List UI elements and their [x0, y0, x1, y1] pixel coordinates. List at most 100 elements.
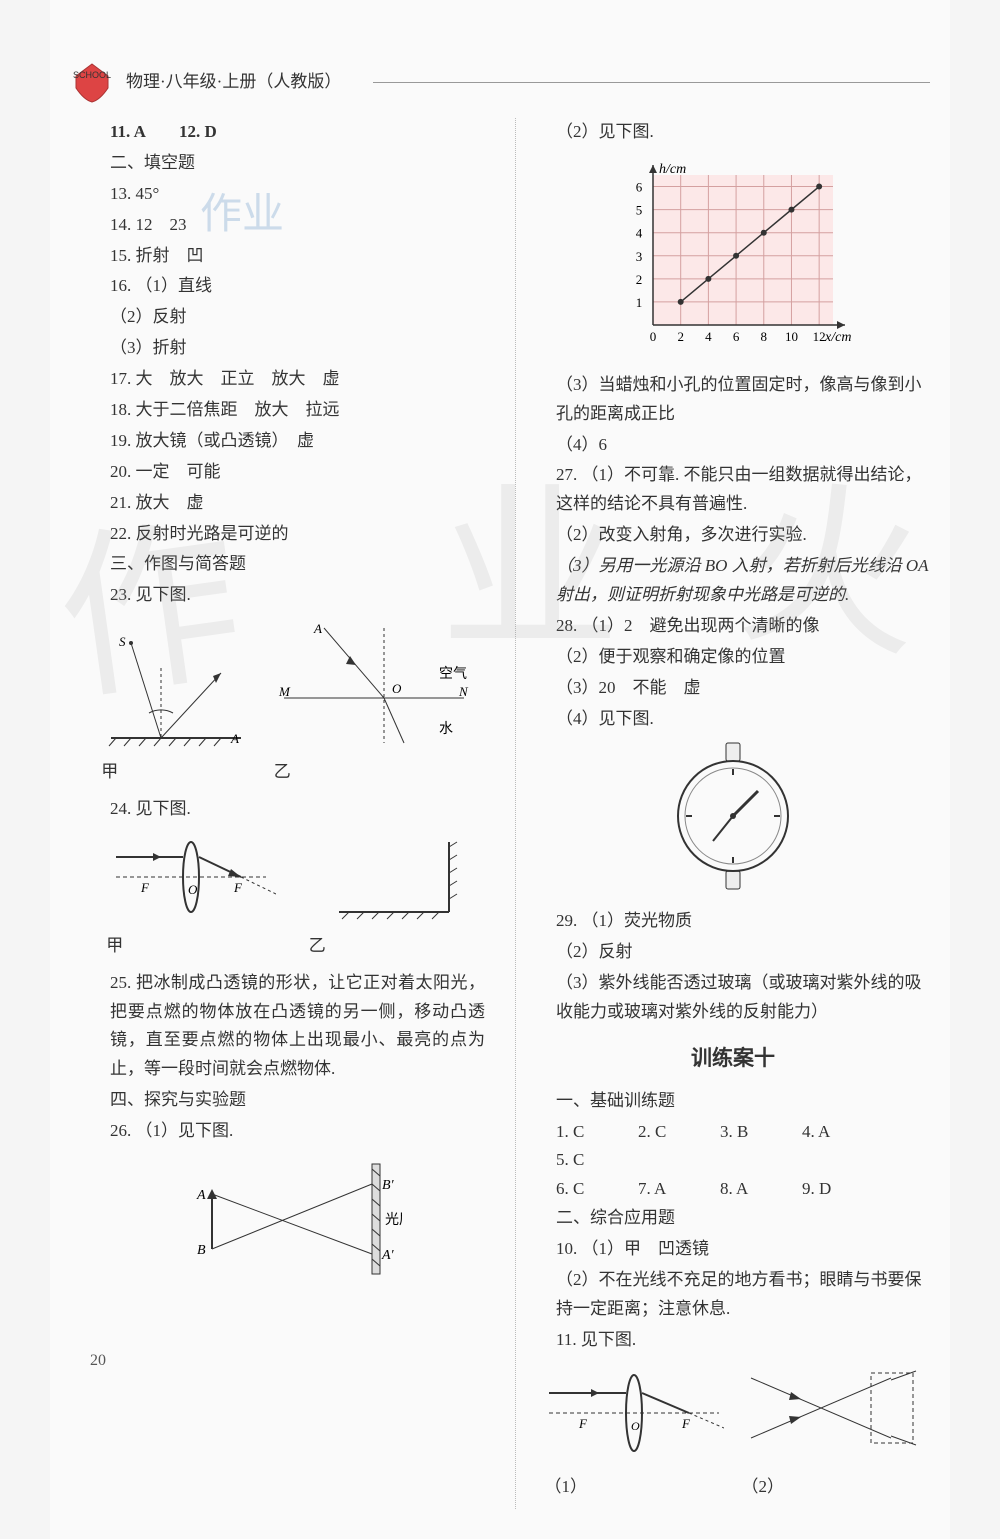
- school-logo-icon: SCHOOL: [70, 60, 114, 104]
- svg-text:3: 3: [636, 249, 643, 264]
- svg-text:2: 2: [677, 329, 684, 344]
- answer-28-4: （4）见下图.: [536, 705, 930, 734]
- answer-15: 15. 折射 凹: [90, 242, 485, 271]
- svg-text:A: A: [313, 621, 322, 636]
- answer-25: 25. 把冰制成凸透镜的形状，让它正对着太阳光，把要点燃的物体放在凸透镜的另一侧…: [90, 969, 485, 1085]
- diagram-24-right: [309, 832, 469, 922]
- answer-24: 24. 见下图.: [90, 795, 485, 824]
- svg-text:空气: 空气: [439, 666, 467, 682]
- ans-8: 8. A: [720, 1175, 802, 1204]
- ans-3: 3. B: [720, 1118, 802, 1147]
- ans-1: 1. C: [556, 1118, 638, 1147]
- svg-text:O: O: [392, 681, 402, 696]
- svg-text:F: F: [578, 1416, 588, 1431]
- diagram-23-left: S A: [101, 618, 251, 748]
- answer-14: 14. 12 23: [90, 211, 485, 240]
- answer-19: 19. 放大镜（或凸透镜） 虚: [90, 427, 485, 456]
- svg-text:5: 5: [636, 203, 643, 218]
- svg-text:A: A: [196, 1188, 206, 1203]
- answer-21: 21. 放大 虚: [90, 489, 485, 518]
- section-draw: 三、作图与简答题: [90, 550, 485, 579]
- ans-2: 2. C: [638, 1118, 720, 1147]
- diagram-24-left: F O F: [106, 832, 276, 922]
- ans-4: 4. A: [802, 1118, 884, 1147]
- answer-29-3: （3）紫外线能否透过玻璃（或玻璃对紫外线的吸收能力或玻璃对紫外线的反射能力）: [536, 969, 930, 1027]
- svg-text:SCHOOL: SCHOOL: [73, 70, 111, 80]
- diagram-24-left-label: 甲: [106, 932, 276, 961]
- svg-text:N: N: [458, 684, 469, 699]
- answer-16-2: （2）反射: [90, 303, 485, 332]
- answer-26-4: （4）6: [536, 431, 930, 460]
- answer-27-1: 27. （1）不可靠. 不能只由一组数据就得出结论，这样的结论不具有普遍性.: [536, 461, 930, 519]
- svg-text:8: 8: [761, 329, 768, 344]
- training-10-title: 训练案十: [536, 1041, 930, 1077]
- svg-text:F: F: [681, 1416, 691, 1431]
- diagram-11-left-label: （1）: [544, 1473, 724, 1502]
- diagram-11-right: [741, 1363, 921, 1463]
- answer-28-3: （3）20 不能 虚: [536, 674, 930, 703]
- answer-18: 18. 大于二倍焦距 放大 拉远: [90, 396, 485, 425]
- section-exp: 四、探究与实验题: [90, 1086, 485, 1115]
- answer-27-2: （2）改变入射角，多次进行实验.: [536, 521, 930, 550]
- answer-17: 17. 大 放大 正立 放大 虚: [90, 365, 485, 394]
- answer-29-2: （2）反射: [536, 938, 930, 967]
- svg-text:M: M: [278, 684, 291, 699]
- svg-text:4: 4: [705, 329, 712, 344]
- diagram-24-right-label: 乙: [309, 932, 469, 961]
- svg-text:h/cm: h/cm: [659, 162, 686, 177]
- section-app: 二、综合应用题: [536, 1204, 930, 1233]
- page-number: 20: [90, 1347, 106, 1374]
- answer-26-1: 26. （1）见下图.: [90, 1117, 485, 1146]
- header-rule: [373, 82, 930, 83]
- ans-5: 5. C: [556, 1146, 638, 1175]
- svg-text:12: 12: [813, 329, 826, 344]
- diagram-23-left-label: 甲: [101, 758, 251, 787]
- page: SCHOOL 物理·八年级·上册（人教版） 11. A 12. D 二、填空题 …: [50, 0, 950, 1539]
- diagram-11: F O F （1）: [536, 1363, 930, 1502]
- svg-text:0: 0: [650, 329, 657, 344]
- svg-text:O: O: [188, 882, 198, 897]
- answer-20: 20. 一定 可能: [90, 458, 485, 487]
- answer-16-3: （3）折射: [90, 334, 485, 363]
- svg-text:4: 4: [636, 226, 643, 241]
- answer-13: 13. 45°: [90, 180, 485, 209]
- answer-29-1: 29. （1）荧光物质: [536, 907, 930, 936]
- diagram-11-right-label: （2）: [741, 1473, 921, 1502]
- left-column: 11. A 12. D 二、填空题 13. 45° 14. 12 23 15. …: [70, 118, 485, 1509]
- svg-text:B: B: [197, 1243, 206, 1258]
- diagram-23-right-label: 乙: [274, 758, 474, 787]
- right-column: （2）见下图. 123456024681012h/cmx/cm （3）当蜡烛和小…: [515, 118, 930, 1509]
- svg-text:S: S: [119, 634, 126, 649]
- answer-28-1: 28. （1）2 避免出现两个清晰的像: [536, 612, 930, 641]
- svg-text:水: 水: [439, 721, 453, 737]
- answer-23: 23. 见下图.: [90, 581, 485, 610]
- answer-26-2: （2）见下图.: [536, 118, 930, 147]
- section-fill: 二、填空题: [90, 149, 485, 178]
- answers-row2: 6. C 7. A 8. A 9. D: [536, 1175, 930, 1204]
- svg-text:6: 6: [636, 179, 643, 194]
- answer-11: 11. 见下图.: [536, 1326, 930, 1355]
- svg-text:x/cm: x/cm: [824, 330, 851, 345]
- diagram-11-left: F O F: [544, 1363, 724, 1463]
- svg-text:A: A: [230, 731, 239, 746]
- answer-10-2: （2）不在光线不充足的地方看书；眼睛与书要保持一定距离；注意休息.: [536, 1266, 930, 1324]
- ans-7: 7. A: [638, 1175, 720, 1204]
- page-header: SCHOOL 物理·八年级·上册（人教版）: [70, 60, 930, 104]
- answer-22: 22. 反射时光路是可逆的: [90, 520, 485, 549]
- svg-text:光屏: 光屏: [385, 1212, 402, 1228]
- svg-text:B′: B′: [382, 1178, 395, 1193]
- answer-16-1: 16. （1）直线: [90, 272, 485, 301]
- diagram-26: A B B′ A′ 光屏: [90, 1154, 485, 1294]
- svg-text:10: 10: [785, 329, 798, 344]
- svg-text:F: F: [140, 880, 150, 895]
- diagram-24: F O F 甲: [90, 832, 485, 961]
- answer-10-1: 10. （1）甲 凹透镜: [536, 1235, 930, 1264]
- diagram-23-right: M N O 空气 水 A: [274, 618, 474, 748]
- ans-6: 6. C: [556, 1175, 638, 1204]
- svg-text:2: 2: [636, 272, 643, 287]
- chart-26: 123456024681012h/cmx/cm: [536, 155, 930, 365]
- answer-11-12: 11. A 12. D: [110, 122, 217, 141]
- answer-28-2: （2）便于观察和确定像的位置: [536, 643, 930, 672]
- svg-text:6: 6: [733, 329, 740, 344]
- svg-text:1: 1: [636, 295, 643, 310]
